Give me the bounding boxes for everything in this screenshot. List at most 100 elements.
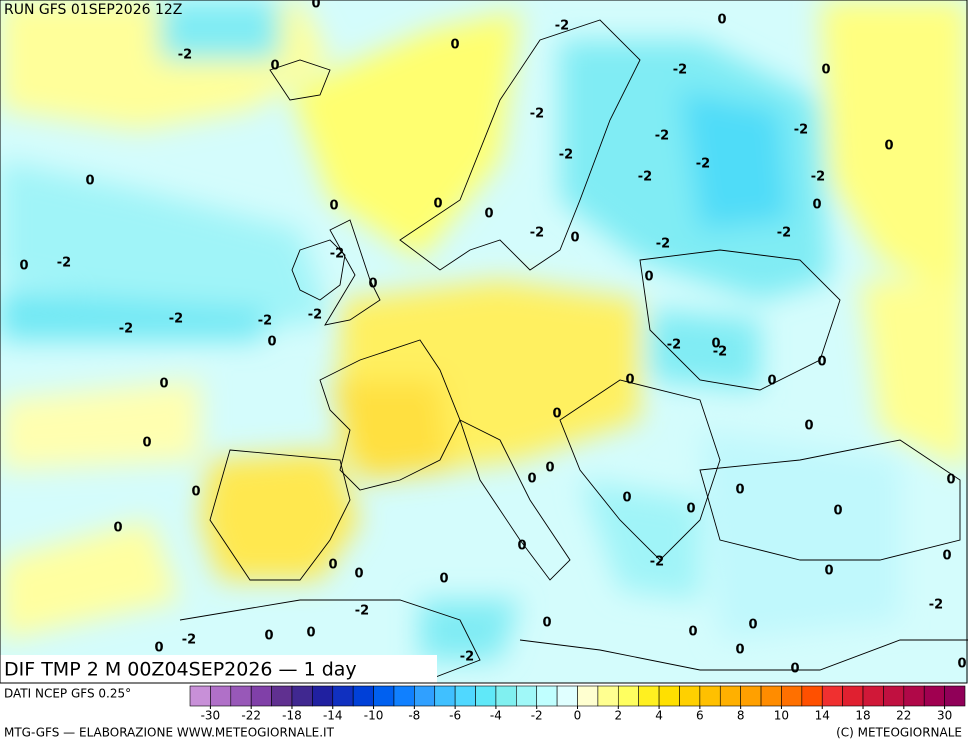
coastlines (179, 19, 968, 683)
contour-label: 0 (542, 616, 551, 631)
contour-label: 0 (821, 63, 830, 78)
anomaly-shading (0, 0, 968, 660)
contour-label: -2 (530, 107, 544, 122)
colorbar-swatch (638, 685, 660, 707)
colorbar-swatch (699, 685, 721, 707)
contour-label: -2 (713, 345, 727, 360)
colorbar-swatch (556, 685, 578, 707)
colorbar-swatch (740, 685, 762, 707)
contour-label: -2 (258, 314, 272, 329)
colorbar-tick-label: 2 (614, 709, 622, 723)
colorbar: -30 -22 -18 -14 -10 -8 -6 -4 -2 0 2 4 6 8 10 14 18 22 30 (189, 685, 966, 723)
contour-label: 0 (191, 485, 200, 500)
contour-label: 0 (622, 491, 631, 506)
contour-label: -2 (673, 63, 687, 78)
contour-label: 0 (142, 436, 151, 451)
colorbar-swatch (475, 685, 497, 707)
contour-label: 0 (957, 657, 966, 672)
map-frame (0, 0, 968, 684)
colorbar-tick-label: 6 (696, 709, 704, 723)
contour-label: 0 (735, 483, 744, 498)
colorbar-swatch (862, 685, 884, 707)
colorbar-swatch (271, 685, 293, 707)
colorbar-swatch (781, 685, 803, 707)
contour-label: -2 (178, 48, 192, 63)
contour-label: -2 (330, 247, 344, 262)
contour-label: -2 (794, 123, 808, 138)
colorbar-tick-label: -22 (241, 709, 261, 723)
contour-label: 0 (711, 337, 720, 352)
colorbar-swatch (516, 685, 538, 707)
contour-label: 0 (311, 0, 320, 12)
contour-label: -2 (530, 226, 544, 241)
contour-label: 0 (688, 625, 697, 640)
contour-label: 0 (267, 335, 276, 350)
contour-label: -2 (777, 226, 791, 241)
colorbar-tick-label: 4 (655, 709, 663, 723)
colorbar-swatch (250, 685, 272, 707)
credit-label: MTG-GFS — ELABORAZIONE WWW.METEOGIORNALE… (4, 726, 335, 740)
contour-label: 0 (306, 626, 315, 641)
colorbar-tick-label: -2 (531, 709, 543, 723)
contour-label: -2 (650, 555, 664, 570)
contour-label: 0 (517, 539, 526, 554)
colorbar-swatch (821, 685, 843, 707)
colorbar-tick-label: 30 (937, 709, 952, 723)
colorbar-swatch (332, 685, 354, 707)
colorbar-swatch (454, 685, 476, 707)
contour-label: 0 (85, 174, 94, 189)
contour-label: 0 (19, 259, 28, 274)
contour-label: 0 (552, 407, 561, 422)
contour-label: -2 (559, 148, 573, 163)
contour-label: 0 (812, 198, 821, 213)
contour-label: -2 (169, 312, 183, 327)
colorbar-swatch (373, 685, 395, 707)
colorbar-tick-label: -8 (408, 709, 420, 723)
colorbar-tick-label: -10 (364, 709, 384, 723)
colorbar-swatch (189, 685, 211, 707)
contour-label: -2 (655, 129, 669, 144)
colorbar-tick-label: 18 (855, 709, 870, 723)
contour-label: 0 (767, 374, 776, 389)
colorbar-swatch (801, 685, 823, 707)
colorbar-tick-label: -18 (282, 709, 302, 723)
contour-label: -2 (696, 157, 710, 172)
contour-label: -2 (460, 650, 474, 665)
contour-label: 0 (154, 641, 163, 656)
colorbar-swatch (719, 685, 741, 707)
contour-label: 0 (354, 567, 363, 582)
contour-label: -2 (667, 338, 681, 353)
colorbar-swatch (352, 685, 374, 707)
contour-label: 0 (824, 564, 833, 579)
colorbar-swatch (658, 685, 680, 707)
contour-label: 0 (527, 472, 536, 487)
contour-label: -2 (119, 322, 133, 337)
colorbar-swatch (760, 685, 782, 707)
contour-label: 0 (270, 59, 279, 74)
contour-label: -2 (555, 19, 569, 34)
colorbar-swatch (944, 685, 966, 707)
colorbar-swatch (291, 685, 313, 707)
contour-label: -2 (182, 633, 196, 648)
colorbar-tick-label: 0 (574, 709, 582, 723)
colorbar-swatch (414, 685, 436, 707)
contour-label: 0 (804, 419, 813, 434)
colorbar-swatch (495, 685, 517, 707)
colorbar-swatch (536, 685, 558, 707)
colorbar-tick-label: 10 (774, 709, 789, 723)
colorbar-swatch (577, 685, 599, 707)
contour-label: 0 (159, 377, 168, 392)
colorbar-swatch (434, 685, 456, 707)
contour-label: -2 (638, 170, 652, 185)
contour-label: 0 (946, 473, 955, 488)
contour-label: 0 (735, 643, 744, 658)
colorbar-swatch (210, 685, 232, 707)
run-label: RUN GFS 01SEP2026 12Z (4, 2, 182, 18)
contour-label: 0 (625, 373, 634, 388)
contour-label: 0 (113, 521, 122, 536)
contour-label: 0 (884, 139, 893, 154)
contour-label: 0 (817, 355, 826, 370)
